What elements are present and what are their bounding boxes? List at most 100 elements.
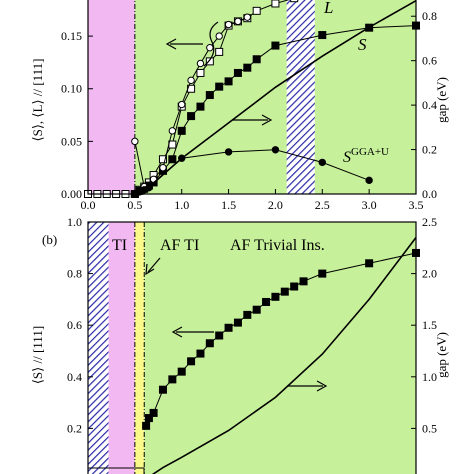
point-open-circles <box>215 32 223 40</box>
panel-b-ticks: 0.2 0.4 0.6 0.8 1.0 0.5 1.0 1.5 2.0 2.5 <box>67 215 437 435</box>
y-right-tick-label: 0.6 <box>422 54 437 68</box>
point-s <box>215 331 224 340</box>
point-s <box>318 31 327 40</box>
region-pink <box>108 222 135 474</box>
panel-b-frame <box>87 221 417 474</box>
point-s-gga-u <box>224 148 233 156</box>
point-s <box>177 367 186 376</box>
point-open-circles <box>168 127 177 135</box>
point-open-circles <box>131 137 139 146</box>
panel-b-labels: (b) ⟨S⟩ // [111] gap (eV) TI AF TI AF Tr… <box>30 232 449 384</box>
point-open-circles <box>178 100 186 109</box>
point-l <box>215 47 224 56</box>
x-tick-label: 1.0 <box>174 198 189 212</box>
point-open-circles <box>196 59 205 68</box>
bracket <box>203 21 219 67</box>
ti-box-outline <box>87 467 145 474</box>
point-l <box>205 57 214 66</box>
x-tick-label: 0.0 <box>81 198 96 212</box>
point-s <box>243 63 252 72</box>
point-s <box>177 126 186 135</box>
point-l <box>158 155 167 164</box>
region-pink <box>88 0 135 194</box>
point-s <box>205 91 214 100</box>
panel-a-series <box>84 0 420 198</box>
point-s <box>196 102 205 111</box>
panel-a-arrows <box>165 21 273 126</box>
point-s-gga-u <box>271 146 280 154</box>
point-s <box>299 277 308 286</box>
point-s <box>158 385 167 394</box>
point-s <box>142 421 151 430</box>
point-s <box>271 292 280 301</box>
panel-b-ylabel-right: gap (eV) <box>434 332 449 378</box>
region-hatch <box>88 222 109 474</box>
panel-a-ticks: 0.0 0.5 1.0 1.5 2.0 2.5 3.0 3.5 0.00 0.05 0.10 0.15… <box>61 9 437 227</box>
point-s <box>318 269 327 278</box>
x-tick-label: 2.0 <box>268 198 283 212</box>
y-right-tick-label: 2.0 <box>422 267 437 281</box>
region-yellow <box>134 222 145 474</box>
point-open-circles <box>234 17 242 26</box>
series-line-gap <box>151 237 417 474</box>
arrow-gap-to-right-axis-head <box>316 380 328 392</box>
panel-a-frame <box>87 0 417 195</box>
point-l <box>196 68 205 77</box>
point-s <box>280 287 289 296</box>
point-s-gga-u <box>365 176 373 185</box>
y-left-tick-label: 0.10 <box>61 82 82 96</box>
panel-a: 0.0 0.5 1.0 1.5 2.0 2.5 3.0 3.5 0.00 0.05 0.10 0.15… <box>30 0 449 227</box>
point-open-circles <box>243 13 252 21</box>
series-line-s <box>145 252 417 426</box>
x-tick-label: 3.5 <box>409 198 424 212</box>
arrow-to-right-axis-head <box>261 114 273 126</box>
x-tick-label: 0.5 <box>127 198 142 212</box>
point-s <box>168 375 177 384</box>
x-tick-label: 3.0 <box>362 198 377 212</box>
y-left-tick-label: 0.4 <box>67 370 82 384</box>
panel-b-ylabel-left: ⟨S⟩ // [111] <box>30 326 45 384</box>
point-s <box>187 112 196 121</box>
point-open-circles <box>159 163 167 172</box>
point-s-gga-u <box>318 158 326 167</box>
point-l <box>290 0 299 3</box>
arrow-s-to-left-axis-head <box>171 326 183 338</box>
point-s <box>205 339 214 348</box>
y-right-tick-label: 0.0 <box>422 187 437 201</box>
y-left-tick-label: 1.0 <box>67 215 82 229</box>
y-right-tick-label: 0.8 <box>422 9 437 23</box>
y-left-tick-label: 0.15 <box>61 29 82 43</box>
panel-b-label: (b) <box>42 232 57 247</box>
point-s <box>252 55 261 64</box>
y-right-tick-label: 1.5 <box>422 318 437 332</box>
region-hatch <box>286 0 315 194</box>
y-left-tick-label: 0.8 <box>67 267 82 281</box>
point-s <box>168 155 177 164</box>
label-S-gga: SGGA+U <box>343 146 389 166</box>
point-s <box>233 68 242 77</box>
y-right-tick-label: 0.5 <box>422 421 437 435</box>
point-l <box>271 0 280 8</box>
arrow-to-left-axis-head <box>165 38 177 50</box>
point-s <box>196 349 205 358</box>
panel-b-arrows <box>145 257 328 392</box>
y-left-tick-label: 0.05 <box>61 134 82 148</box>
panel-a-ylabel-left: ⟨S⟩, ⟨L⟩ // [111] <box>30 59 45 142</box>
point-s <box>262 297 271 306</box>
y-right-tick-label: 1.0 <box>422 370 437 384</box>
series-line-gap <box>134 0 417 195</box>
arrow-af-ti-head <box>145 263 155 276</box>
y-right-tick-label: 2.5 <box>422 215 437 229</box>
y-left-tick-label: 0.6 <box>67 318 82 332</box>
point-s <box>271 41 280 50</box>
panel-a-ylabel-right: gap (eV) <box>434 77 449 123</box>
arrow-af-ti <box>147 257 161 273</box>
point-s <box>290 282 299 291</box>
point-open-circles <box>206 43 214 52</box>
point-s <box>224 323 233 332</box>
point-l <box>252 6 261 15</box>
point-s <box>233 318 242 327</box>
point-open-circles <box>187 76 195 85</box>
label-L: L <box>323 0 333 17</box>
